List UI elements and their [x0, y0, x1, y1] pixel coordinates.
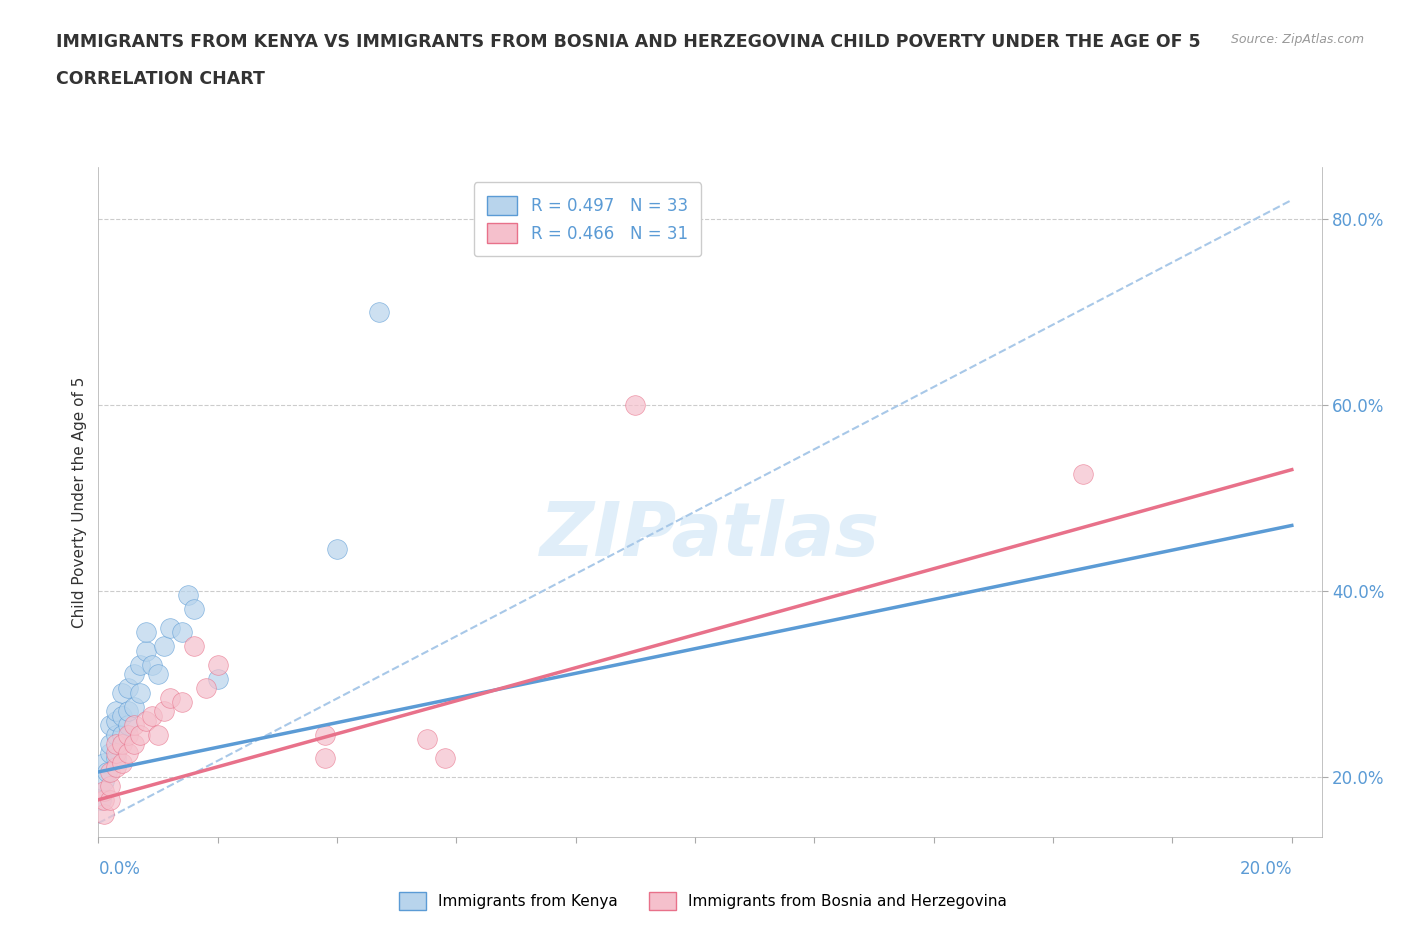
Point [129, 727, 152, 742]
Point [194, 681, 217, 696]
Point [98, 746, 121, 761]
Point [135, 644, 157, 658]
Point [105, 737, 128, 751]
Point [90, 792, 112, 807]
Point [415, 732, 437, 747]
Point [93, 792, 115, 807]
Text: CORRELATION CHART: CORRELATION CHART [56, 70, 266, 87]
Point [98, 718, 121, 733]
Point [153, 639, 176, 654]
Point [146, 667, 169, 682]
Text: 20.0%: 20.0% [1239, 860, 1292, 878]
Point [177, 588, 200, 603]
Legend: R = 0.497   N = 33, R = 0.466   N = 31: R = 0.497 N = 33, R = 0.466 N = 31 [474, 182, 702, 256]
Point [314, 751, 336, 765]
Point [146, 727, 169, 742]
Point [207, 671, 229, 686]
Point [153, 704, 176, 719]
Point [159, 620, 181, 635]
Y-axis label: Child Poverty Under the Age of 5: Child Poverty Under the Age of 5 [72, 377, 87, 628]
Point [207, 658, 229, 672]
Point [122, 667, 145, 682]
Point [122, 718, 145, 733]
Text: 0.0%: 0.0% [98, 860, 141, 878]
Point [105, 751, 128, 765]
Text: Source: ZipAtlas.com: Source: ZipAtlas.com [1230, 33, 1364, 46]
Point [111, 737, 134, 751]
Point [117, 746, 139, 761]
Point [93, 755, 115, 770]
Point [105, 713, 128, 728]
Point [111, 727, 134, 742]
Point [170, 625, 193, 640]
Point [111, 755, 134, 770]
Point [129, 685, 152, 700]
Point [135, 713, 157, 728]
Point [93, 783, 115, 798]
Point [98, 792, 121, 807]
Point [141, 658, 163, 672]
Point [98, 764, 121, 779]
Point [117, 681, 139, 696]
Point [367, 304, 389, 319]
Point [105, 746, 128, 761]
Point [159, 690, 181, 705]
Point [117, 727, 139, 742]
Point [326, 541, 349, 556]
Point [96, 764, 118, 779]
Point [122, 699, 145, 714]
Point [129, 658, 152, 672]
Point [183, 639, 205, 654]
Point [183, 602, 205, 617]
Point [122, 737, 145, 751]
Point [105, 704, 128, 719]
Point [105, 727, 128, 742]
Point [111, 685, 134, 700]
Point [117, 718, 139, 733]
Point [98, 737, 121, 751]
Point [135, 625, 157, 640]
Text: IMMIGRANTS FROM KENYA VS IMMIGRANTS FROM BOSNIA AND HERZEGOVINA CHILD POVERTY UN: IMMIGRANTS FROM KENYA VS IMMIGRANTS FROM… [56, 33, 1201, 50]
Point [1071, 467, 1094, 482]
Point [141, 709, 163, 724]
Point [117, 704, 139, 719]
Point [111, 709, 134, 724]
Point [624, 397, 647, 412]
Point [433, 751, 456, 765]
Point [93, 806, 115, 821]
Text: ZIPatlas: ZIPatlas [540, 499, 880, 572]
Point [105, 760, 128, 775]
Point [98, 778, 121, 793]
Point [314, 727, 336, 742]
Point [170, 695, 193, 710]
Point [93, 774, 115, 789]
Legend: Immigrants from Kenya, Immigrants from Bosnia and Herzegovina: Immigrants from Kenya, Immigrants from B… [391, 884, 1015, 918]
